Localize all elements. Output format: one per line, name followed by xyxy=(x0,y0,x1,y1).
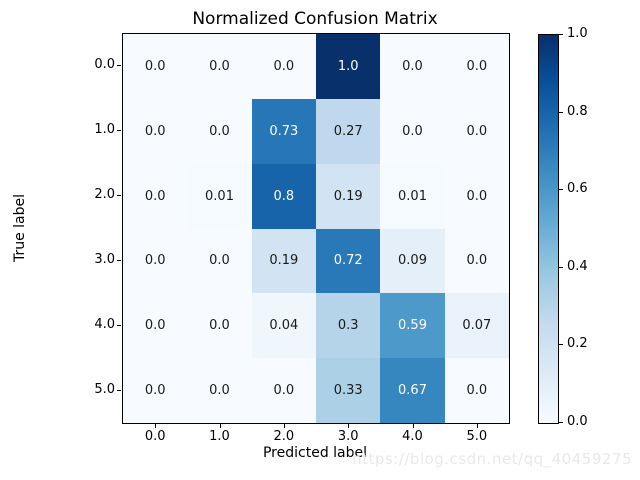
colorbar-tick-mark xyxy=(559,344,563,346)
matrix-cell: 0.0 xyxy=(123,293,188,359)
y-tick-mark xyxy=(117,389,121,391)
matrix-cell: 0.0 xyxy=(123,163,188,229)
y-tick-mark xyxy=(117,259,121,261)
colorbar-tick-label: 0.6 xyxy=(567,181,588,197)
matrix-cell: 0.0 xyxy=(123,34,188,99)
matrix-cell: 0.8 xyxy=(251,163,316,229)
matrix-cell: 0.0 xyxy=(444,98,509,164)
x-axis-label: Predicted label xyxy=(262,445,368,461)
matrix-cell: 0.07 xyxy=(444,293,509,359)
colorbar-tick-label: 0.8 xyxy=(567,103,588,119)
heatmap-grid: 0.0 0.0 0.0 1.0 0.0 0.0 0.0 0.0 0.73 0.27 0.0 0.0 0.… xyxy=(123,34,509,423)
matrix-cell: 0.01 xyxy=(187,163,252,229)
matrix-cell: 0.0 xyxy=(187,293,252,359)
y-tick-label: 1.0 xyxy=(94,122,115,138)
matrix-cell: 0.0 xyxy=(123,358,188,423)
colorbar-tick-mark xyxy=(559,34,563,35)
matrix-cell: 1.0 xyxy=(316,34,381,99)
colorbar-tick-mark xyxy=(559,266,563,268)
matrix-cell: 0.0 xyxy=(444,228,509,294)
matrix-cell: 0.59 xyxy=(380,293,445,359)
colorbar-tick-mark xyxy=(559,111,563,113)
x-tick-mark xyxy=(283,424,285,428)
matrix-cell: 0.0 xyxy=(380,98,445,164)
colorbar-tick-label: 1.0 xyxy=(567,26,588,41)
y-tick-label: 4.0 xyxy=(94,316,115,332)
matrix-cell: 0.27 xyxy=(316,98,381,164)
x-tick-label: 1.0 xyxy=(209,429,230,444)
y-tick-mark xyxy=(117,195,121,197)
chart-title: Normalized Confusion Matrix xyxy=(192,9,438,29)
matrix-cell: 0.67 xyxy=(380,358,445,423)
y-tick-label: 2.0 xyxy=(94,187,115,203)
matrix-cell: 0.0 xyxy=(444,34,509,99)
matrix-cell: 0.0 xyxy=(187,34,252,99)
matrix-cell: 0.19 xyxy=(251,228,316,294)
matrix-cell: 0.0 xyxy=(187,228,252,294)
y-tick-label: 0.0 xyxy=(94,57,115,73)
colorbar-tick-label: 0.2 xyxy=(567,336,588,352)
colorbar-tick-mark xyxy=(559,422,563,423)
x-tick-mark xyxy=(412,424,414,428)
x-tick-label: 4.0 xyxy=(402,429,423,444)
x-tick-mark xyxy=(348,424,350,428)
matrix-cell: 0.3 xyxy=(316,293,381,359)
y-tick-mark xyxy=(117,324,121,326)
colorbar xyxy=(538,34,559,424)
matrix-cell: 0.09 xyxy=(380,228,445,294)
x-tick-label: 0.0 xyxy=(144,429,166,444)
x-tick-label: 5.0 xyxy=(466,429,488,444)
y-tick-mark xyxy=(117,65,121,67)
heatmap-axes: 0.0 0.0 0.0 1.0 0.0 0.0 0.0 0.0 0.73 0.27 0.0 0.0 0.… xyxy=(122,33,510,424)
matrix-cell: 0.19 xyxy=(316,163,381,229)
y-tick-mark xyxy=(117,130,121,132)
watermark: https://blog.csdn.net/qq_40459275 xyxy=(352,450,632,468)
matrix-cell: 0.0 xyxy=(187,98,252,164)
x-tick-label: 3.0 xyxy=(337,429,359,444)
y-tick-label: 5.0 xyxy=(94,381,115,397)
matrix-cell: 0.0 xyxy=(444,358,509,423)
y-tick-label: 3.0 xyxy=(94,251,115,267)
matrix-cell: 0.0 xyxy=(123,98,188,164)
colorbar-tick-mark xyxy=(559,189,563,191)
y-axis-label: True label xyxy=(12,193,28,263)
x-tick-mark xyxy=(476,424,478,428)
matrix-cell: 0.0 xyxy=(187,358,252,423)
x-tick-mark xyxy=(155,424,157,428)
matrix-cell: 0.0 xyxy=(251,358,316,423)
colorbar-tick-label: 0.4 xyxy=(567,258,588,274)
x-tick-mark xyxy=(219,424,221,428)
matrix-cell: 0.04 xyxy=(251,293,316,359)
matrix-cell: 0.33 xyxy=(316,358,381,423)
matrix-cell: 0.0 xyxy=(444,163,509,229)
matrix-cell: 0.73 xyxy=(251,98,316,164)
matrix-cell: 0.0 xyxy=(380,34,445,99)
colorbar-tick-label: 0.0 xyxy=(567,414,588,429)
matrix-cell: 0.72 xyxy=(316,228,381,294)
x-tick-label: 2.0 xyxy=(273,429,295,444)
matrix-cell: 0.01 xyxy=(380,163,445,229)
matrix-cell: 0.0 xyxy=(123,228,188,294)
matrix-cell: 0.0 xyxy=(251,34,316,99)
